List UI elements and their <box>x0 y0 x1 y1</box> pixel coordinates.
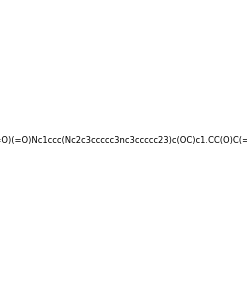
Text: CS(=O)(=O)Nc1ccc(Nc2c3ccccc3nc3ccccc23)c(OC)c1.CC(O)C(=O)O: CS(=O)(=O)Nc1ccc(Nc2c3ccccc3nc3ccccc23)c… <box>0 136 247 146</box>
